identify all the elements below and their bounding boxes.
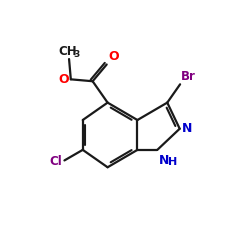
Text: 3: 3 <box>74 50 80 59</box>
Text: Br: Br <box>180 70 196 83</box>
Text: H: H <box>168 157 177 167</box>
Text: CH: CH <box>58 45 77 58</box>
Text: N: N <box>158 154 169 166</box>
Text: N: N <box>182 122 192 135</box>
Text: O: O <box>108 50 119 63</box>
Text: O: O <box>58 72 69 86</box>
Text: Cl: Cl <box>49 155 62 168</box>
